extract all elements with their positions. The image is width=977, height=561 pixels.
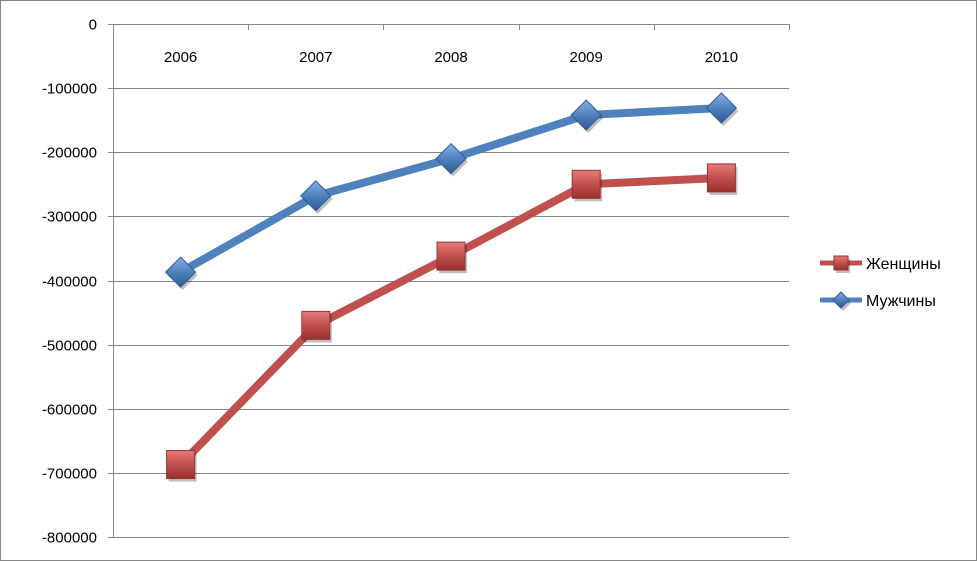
x-tick-label: 2006 [164,49,197,66]
y-tick-label: -500000 [42,338,97,355]
x-tick-label: 2010 [705,49,738,66]
data-point-diamond [164,256,197,288]
y-tick-label: -700000 [42,466,97,483]
data-point-square [301,310,331,340]
legend-marker-diamond [832,291,850,309]
series [164,92,739,482]
x-tick-label: 2007 [299,49,332,66]
axes: 0 -100000 -200000 -300000 -400000 -500000 -600… [42,17,790,547]
data-point-square [166,450,196,480]
y-tick-label: -200000 [42,145,97,162]
x-tick-label: 2008 [434,49,467,66]
data-point-diamond [705,92,738,124]
y-tick-label: 0 [89,17,97,34]
legend-label: Мужчины [866,293,936,310]
legend: Женщины Мужчины [820,255,941,311]
data-point-diamond [435,142,467,175]
gridlines [113,24,789,538]
data-point-diamond [570,99,602,131]
series-line-1 [176,173,726,469]
x-tick-label: 2009 [570,49,603,66]
y-tick-label: -800000 [42,530,97,547]
y-tick-label: -400000 [42,274,97,291]
y-tick-label: -600000 [42,402,97,419]
y-tick-label: -300000 [42,209,97,226]
data-point-square [571,169,601,199]
data-point-square [436,241,466,271]
legend-marker-square [833,255,849,271]
data-point-square [706,163,736,193]
y-tick-label: -100000 [42,81,97,98]
data-point-diamond [300,180,332,212]
legend-label: Женщины [866,256,941,273]
